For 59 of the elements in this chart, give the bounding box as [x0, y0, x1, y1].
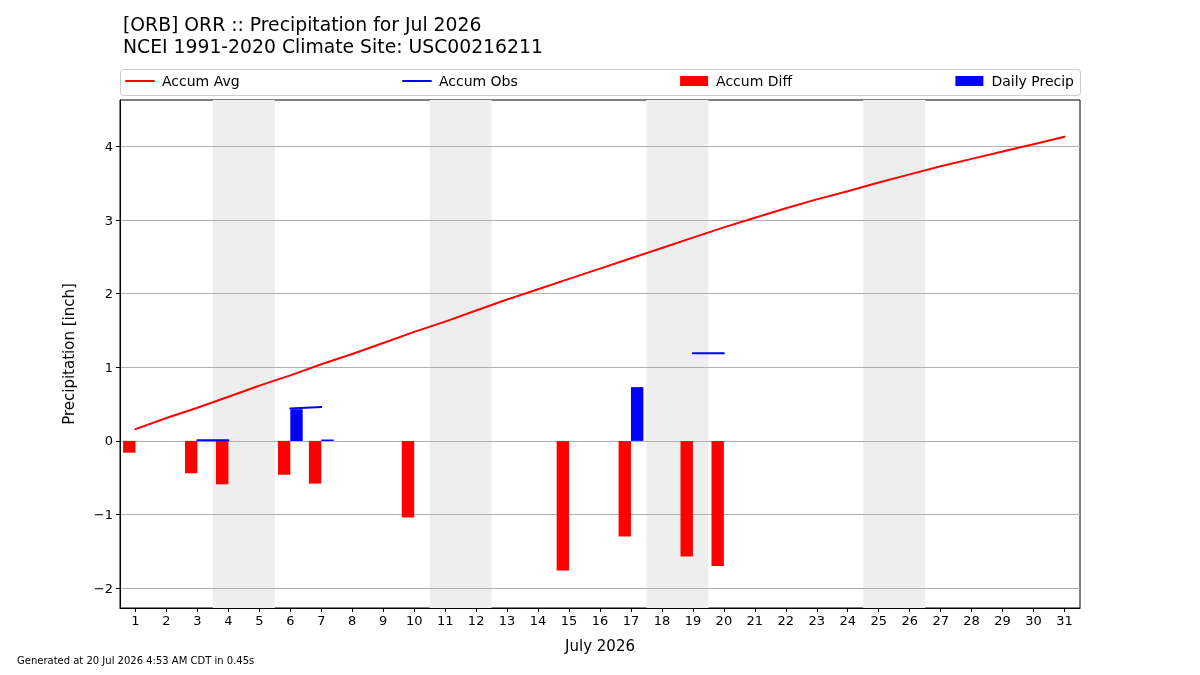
x-tick-label: 4 — [224, 613, 233, 628]
x-tick-label: 1 — [131, 613, 140, 628]
x-tick-label: 27 — [932, 613, 949, 628]
legend-label: Daily Precip — [991, 73, 1075, 89]
x-tick-label: 15 — [560, 613, 578, 628]
y-tick-label: 1 — [104, 359, 113, 375]
x-tick-label: 20 — [715, 613, 733, 628]
x-tick-label: 16 — [591, 613, 609, 628]
x-tick-label: 26 — [901, 613, 918, 628]
x-tick-label: 8 — [348, 613, 357, 628]
chart-title: [ORB] ORR :: Precipitation for Jul 2026 — [123, 14, 482, 35]
y-tick-label: 3 — [104, 212, 113, 228]
bar — [277, 440, 291, 475]
x-tick-label: 29 — [994, 613, 1011, 628]
bar — [123, 440, 136, 453]
bar — [618, 440, 631, 537]
line-series — [134, 135, 1066, 431]
x-axis-title: July 2026 — [564, 636, 635, 655]
bar — [401, 440, 415, 518]
x-tick-label: 31 — [1056, 613, 1073, 628]
x-tick-label: 17 — [622, 613, 640, 628]
x-tick-label: 14 — [529, 613, 547, 628]
x-tick-label: 30 — [1025, 613, 1042, 628]
x-tick-label: 12 — [467, 613, 485, 628]
y-tick-label: 2 — [104, 286, 113, 302]
x-tick-label: 2 — [162, 613, 171, 628]
bar — [556, 440, 570, 571]
x-tick-label: 3 — [193, 613, 202, 628]
x-tick-label: 7 — [317, 613, 326, 628]
bar — [630, 387, 644, 441]
chart-subtitle: NCEI 1991-2020 Climate Site: USC00216211 — [123, 36, 543, 57]
x-tick-label: 24 — [839, 613, 857, 628]
x-tick-label: 28 — [963, 613, 980, 628]
x-tick-label: 18 — [653, 613, 671, 628]
y-axis-title: Precipitation [inch] — [59, 283, 78, 425]
legend-label: Accum Avg — [162, 73, 240, 89]
x-tick-label: 13 — [498, 613, 516, 628]
x-tick-label: 25 — [870, 613, 887, 628]
bar — [711, 440, 724, 567]
x-tick-label: 11 — [436, 613, 454, 628]
x-tick-label: 19 — [684, 613, 702, 628]
bar — [185, 440, 198, 474]
x-tick-label: 9 — [379, 613, 388, 628]
bar — [216, 440, 229, 485]
text: Generated at 20 Jul 2026 4:53 AM CDT in 0.45s — [17, 654, 255, 666]
x-tick-label: 22 — [777, 613, 795, 628]
x-tick-label: 6 — [286, 613, 295, 628]
legend-label: Accum Diff — [716, 73, 793, 89]
x-tick-label: 23 — [808, 613, 826, 628]
y-tick-label: −2 — [93, 580, 113, 596]
legend-label: Accum Obs — [438, 73, 518, 89]
x-tick-label: 5 — [255, 613, 264, 628]
y-tick-label: −1 — [93, 507, 113, 522]
x-tick-label: 10 — [405, 613, 423, 628]
y-tick-label: 0 — [104, 433, 113, 449]
y-tick-label: 4 — [104, 138, 113, 154]
bar — [308, 440, 322, 484]
bar — [680, 440, 693, 557]
x-tick-label: 21 — [746, 613, 764, 628]
